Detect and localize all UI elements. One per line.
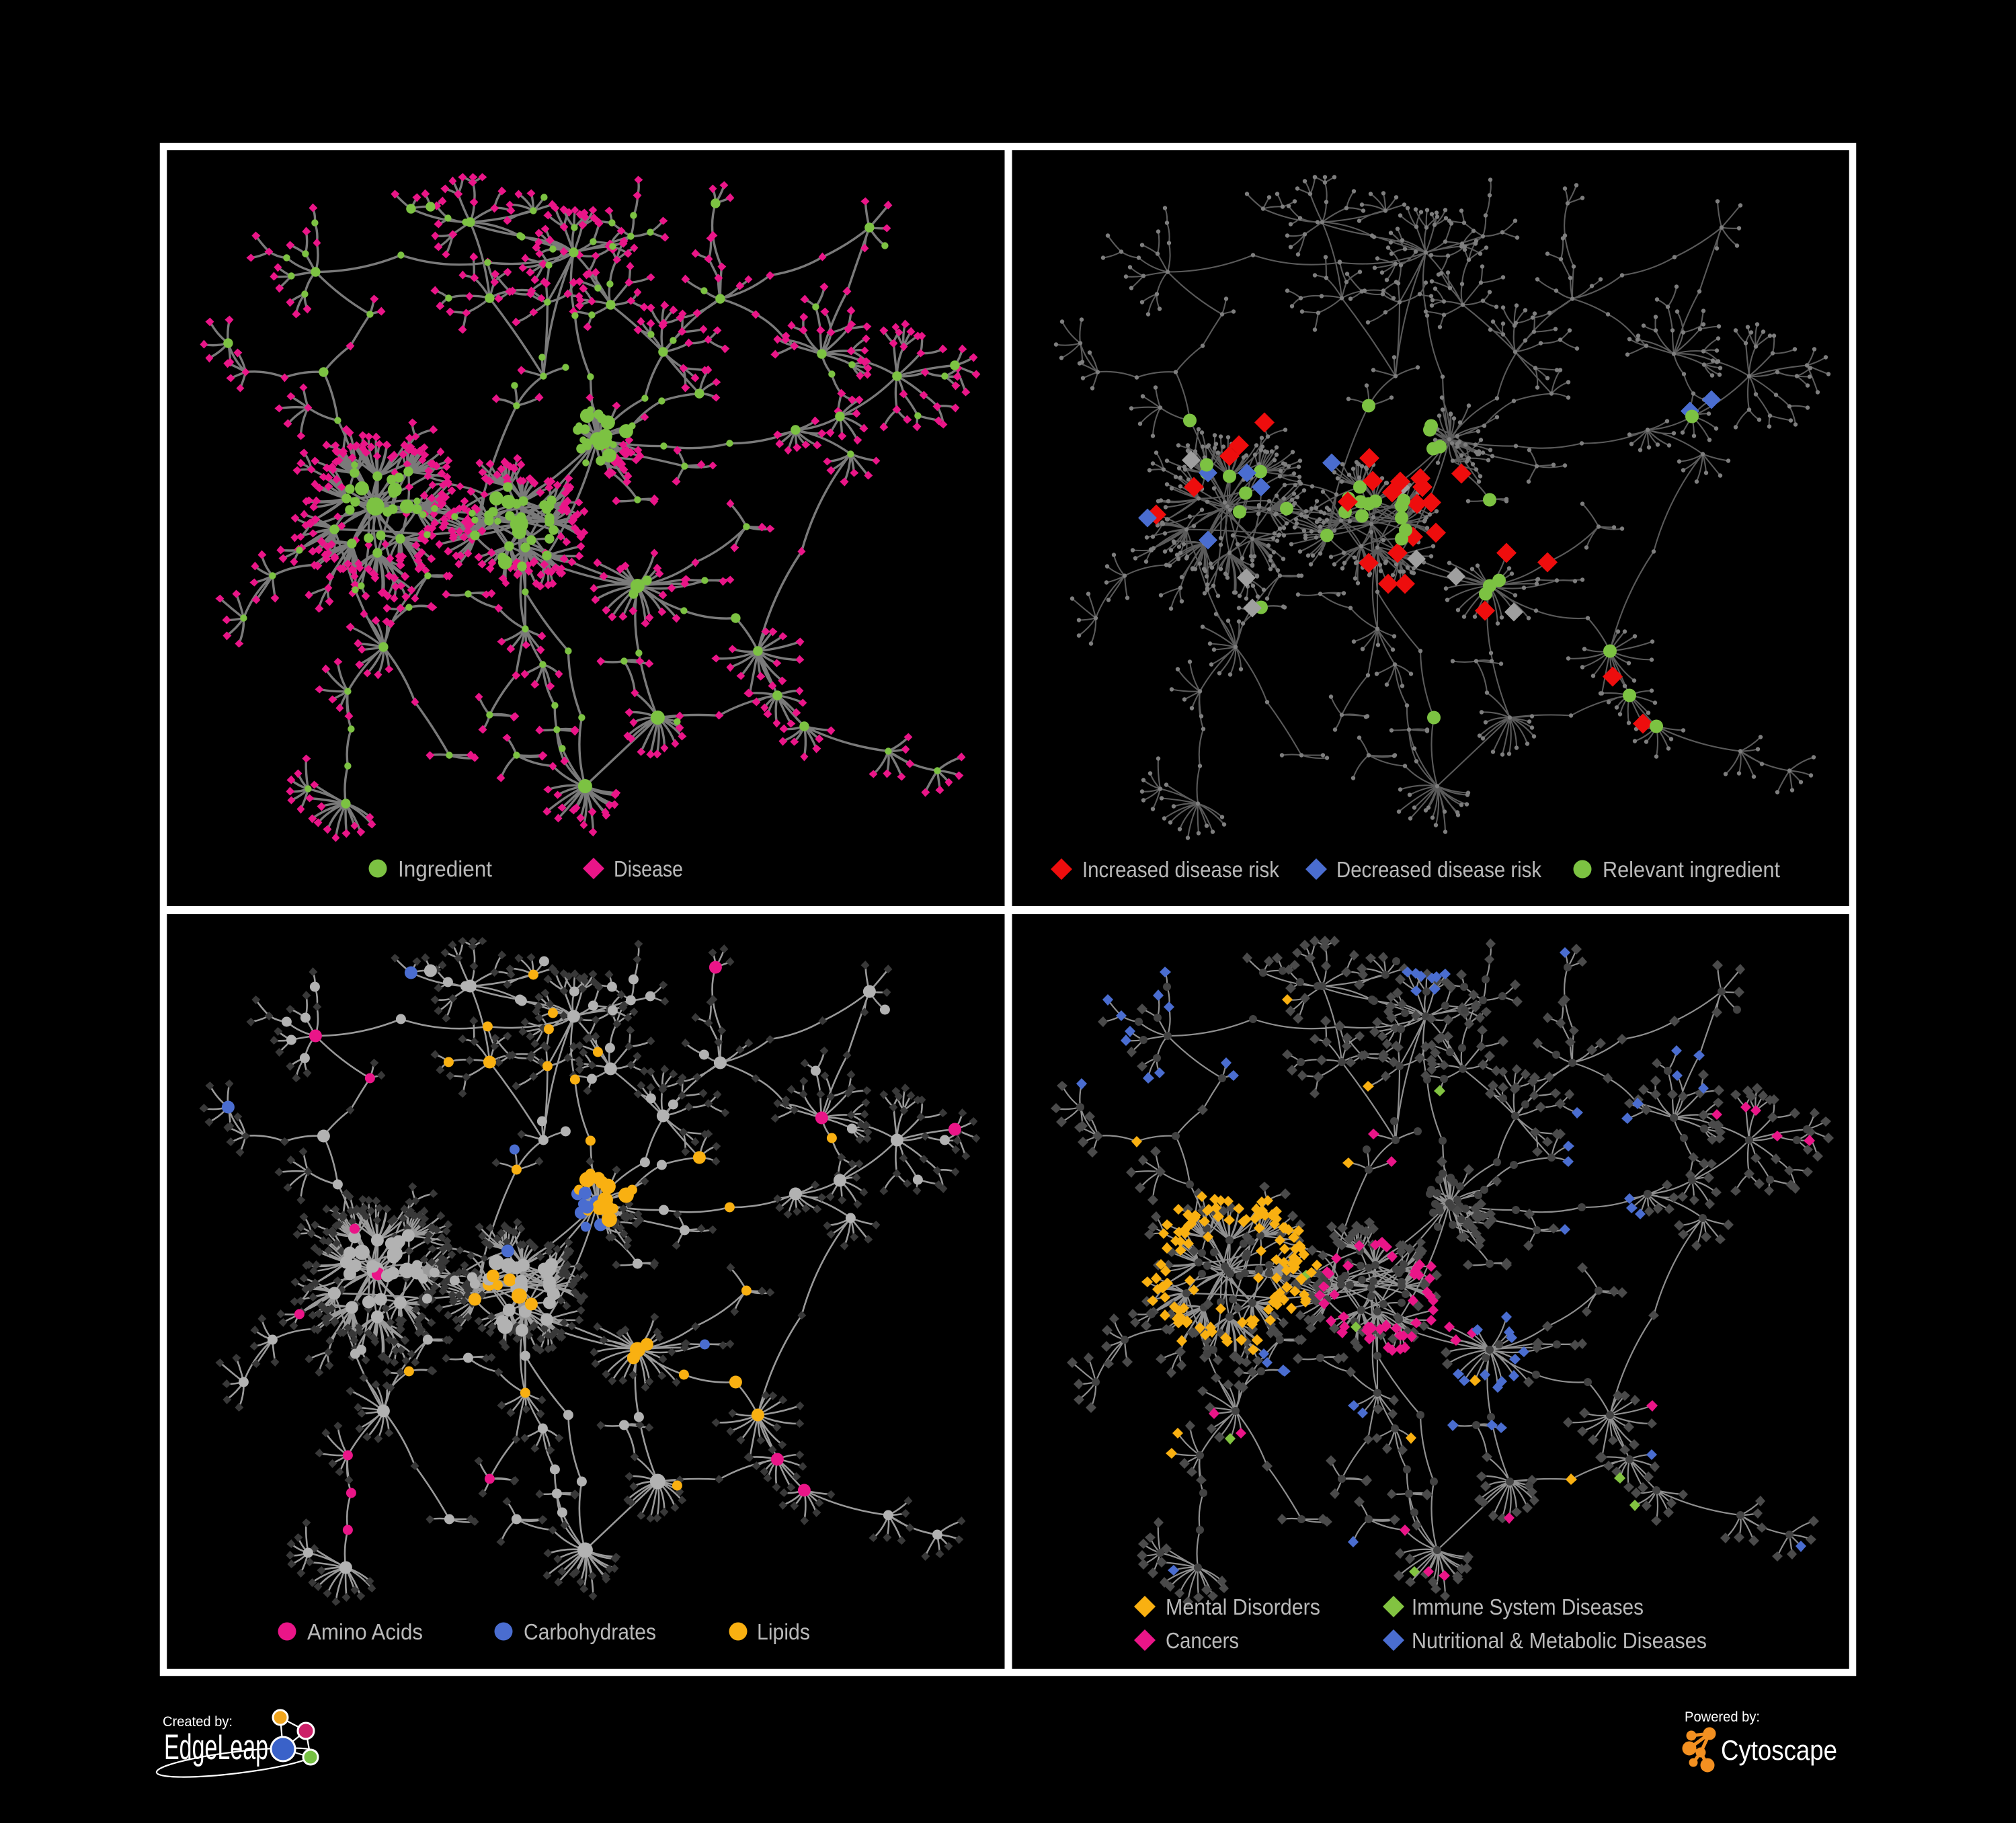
svg-text:Carbohydrates: Carbohydrates: [524, 1619, 656, 1644]
svg-text:Created by:: Created by:: [163, 1714, 233, 1730]
svg-text:Decreased disease risk: Decreased disease risk: [1336, 857, 1541, 882]
svg-text:Amino Acids: Amino Acids: [307, 1619, 423, 1644]
svg-text:Cancers: Cancers: [1166, 1628, 1239, 1653]
svg-text:Lipids: Lipids: [757, 1619, 810, 1644]
svg-text:Mental Disorders: Mental Disorders: [1166, 1594, 1320, 1619]
svg-text:Ingredient: Ingredient: [398, 856, 492, 881]
svg-text:Relevant ingredient: Relevant ingredient: [1603, 857, 1780, 882]
svg-text:Increased disease risk: Increased disease risk: [1082, 857, 1279, 882]
svg-text:Nutritional & Metabolic Diseas: Nutritional & Metabolic Diseases: [1412, 1628, 1707, 1653]
svg-text:Powered by:: Powered by:: [1685, 1709, 1760, 1725]
svg-text:Disease: Disease: [614, 856, 683, 881]
svg-text:Cytoscape: Cytoscape: [1721, 1734, 1837, 1766]
svg-text:Immune System Diseases: Immune System Diseases: [1412, 1594, 1644, 1619]
